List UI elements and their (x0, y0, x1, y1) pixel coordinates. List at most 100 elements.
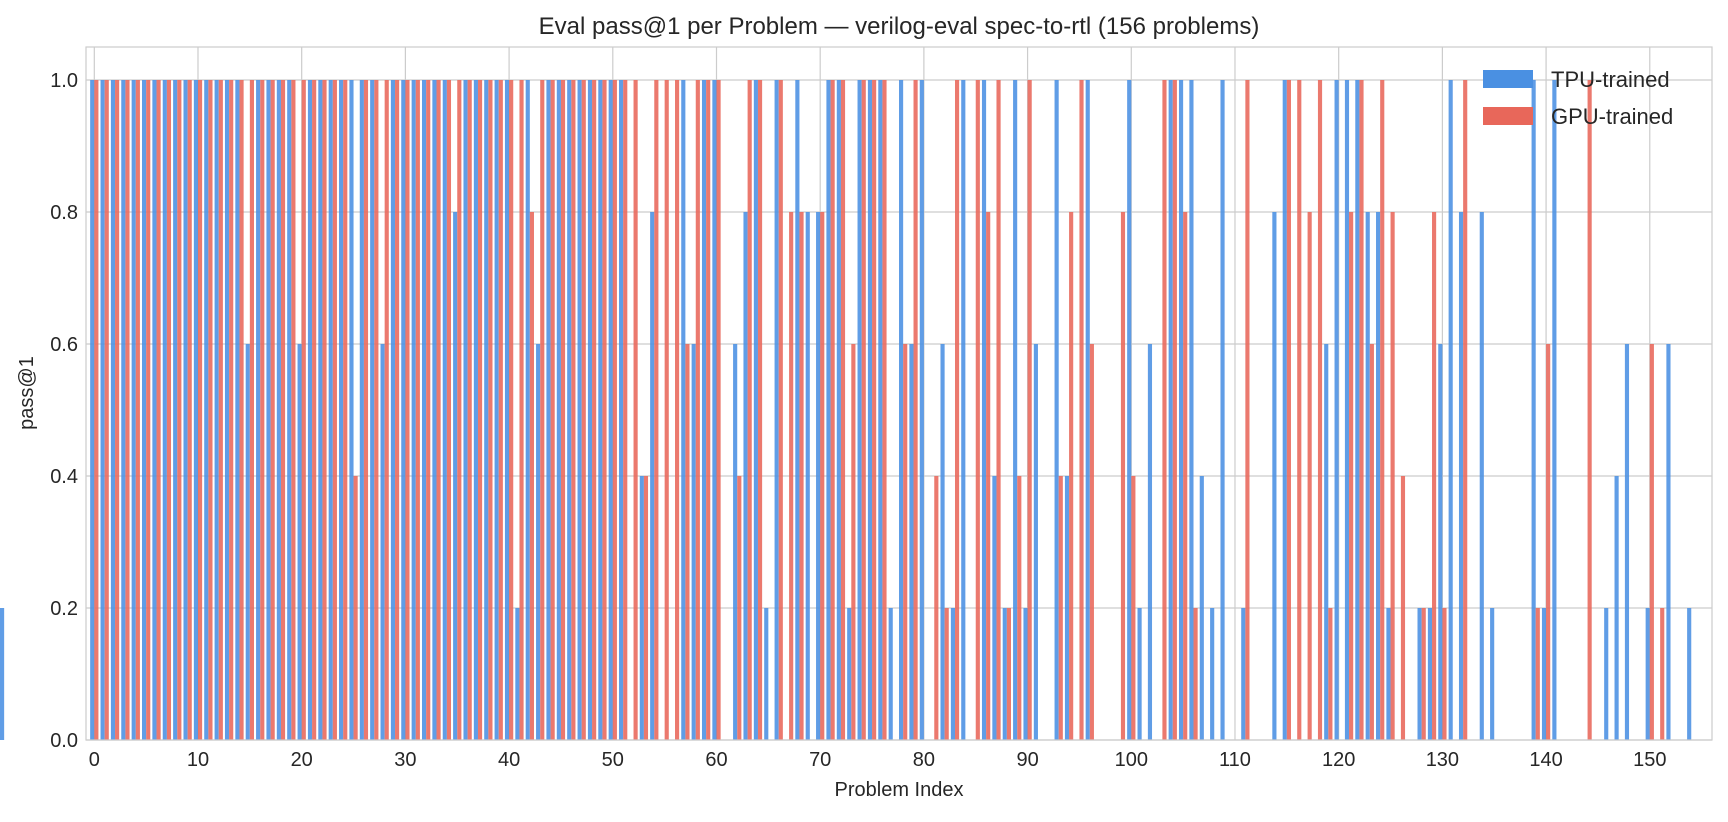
bar-gpu-5 (146, 80, 151, 740)
bar-gpu-26 (363, 80, 369, 740)
bar-tpu-71 (826, 80, 831, 740)
bar-tpu-104 (1168, 80, 1173, 740)
bar-gpu-22 (322, 80, 327, 740)
bar-gpu-41 (519, 80, 524, 740)
bar-gpu-0 (94, 80, 99, 740)
bar-gpu-16 (260, 80, 265, 740)
bar-gpu-15 (249, 80, 254, 740)
bar-tpu-65 (764, 608, 769, 740)
bar-tpu-86 (981, 80, 987, 740)
legend-label-gpu: GPU-trained (1551, 104, 1673, 129)
plot-frame (85, 46, 1713, 741)
bar-tpu-22 (318, 80, 323, 740)
bar-tpu-88 (1002, 608, 1007, 740)
bar-tpu-54 (650, 212, 655, 740)
bar-gpu-51 (623, 80, 628, 740)
x-tick-label: 40 (498, 749, 520, 771)
bar-gpu-9 (187, 80, 192, 740)
bar-gpu-122 (1359, 80, 1364, 740)
bar-gpu-73 (851, 344, 856, 740)
bar-tpu-140 (1541, 608, 1547, 740)
bar-tpu-77 (888, 608, 893, 740)
bar-gpu-30 (405, 80, 410, 740)
bar-gpu-119 (1328, 608, 1333, 740)
bar-tpu-12 (214, 80, 219, 740)
x-tick-label: 60 (705, 749, 727, 771)
bar-tpu-10 (193, 80, 198, 740)
bar-tpu-154 (1687, 608, 1692, 740)
y-tick-label: 0.8 (50, 202, 78, 224)
bar-tpu-38 (484, 80, 489, 740)
bar-tpu-4 (131, 80, 136, 740)
bar-gpu-34 (446, 80, 452, 740)
bar-tpu-159 (0, 608, 5, 740)
bar-gpu-93 (1058, 476, 1063, 740)
bar-gpu-52 (633, 80, 638, 740)
bar-gpu-86 (986, 212, 991, 740)
bar-tpu-119 (1324, 344, 1329, 740)
bar-tpu-39 (494, 80, 499, 740)
bar-tpu-148 (1624, 344, 1630, 740)
bar-tpu-105 (1178, 80, 1184, 740)
bar-gpu-103 (1162, 80, 1167, 740)
bar-tpu-24 (339, 80, 344, 740)
bar-tpu-17 (266, 80, 271, 740)
x-tick-label: 10 (187, 749, 209, 771)
bar-gpu-23 (332, 80, 337, 740)
bar-tpu-3 (121, 80, 126, 740)
bar-tpu-9 (183, 80, 188, 740)
x-tick-labels: 0 10 20 30 40 50 60 70 80 90 100 110 120 130 140 150 (89, 749, 1667, 771)
bar-gpu-42 (529, 212, 534, 740)
bar-gpu-8 (177, 80, 182, 740)
x-tick-label: 0 (89, 749, 100, 771)
y-tick-label: 0.6 (50, 334, 78, 356)
bar-tpu-5 (141, 80, 147, 740)
bar-gpu-88 (1006, 608, 1011, 740)
bar-tpu-33 (432, 80, 437, 740)
bar-gpu-118 (1317, 80, 1323, 740)
bar-tpu-31 (411, 80, 416, 740)
bar-tpu-48 (587, 80, 593, 740)
bar-tpu-43 (536, 344, 541, 740)
bar-tpu-20 (297, 344, 302, 740)
bar-gpu-24 (343, 80, 348, 740)
bar-tpu-70 (816, 212, 821, 740)
bar-tpu-89 (1013, 80, 1018, 740)
bar-gpu-67 (789, 212, 794, 740)
bar-gpu-82 (944, 608, 949, 740)
bar-tpu-49 (598, 80, 603, 740)
bar-tpu-50 (608, 80, 613, 740)
bar-tpu-62 (733, 344, 738, 740)
bar-gpu-17 (270, 80, 275, 740)
bar-gpu-1 (104, 80, 109, 740)
bar-tpu-130 (1438, 344, 1443, 740)
bar-gpu-71 (830, 80, 835, 740)
bar-tpu-132 (1458, 212, 1464, 740)
bar-gpu-139 (1535, 608, 1540, 740)
bar-tpu-125 (1386, 608, 1391, 740)
bar-gpu-72 (840, 80, 846, 740)
bar-gpu-37 (477, 80, 483, 740)
bar-gpu-32 (426, 80, 431, 740)
bar-gpu-11 (208, 80, 213, 740)
bar-gpu-62 (737, 476, 742, 740)
legend-swatch-gpu (1483, 107, 1533, 125)
bar-gpu-43 (540, 80, 545, 740)
bar-tpu-64 (753, 80, 758, 740)
bar-gpu-121 (1349, 212, 1354, 740)
bar-tpu-32 (421, 80, 427, 740)
bar-tpu-123 (1365, 212, 1370, 740)
bar-gpu-3 (125, 80, 130, 740)
bar-gpu-78 (903, 344, 908, 740)
bar-gpu-13 (229, 80, 234, 740)
bar-gpu-100 (1131, 476, 1136, 740)
bar-gpu-38 (488, 80, 493, 740)
bar-gpu-7 (166, 80, 172, 740)
bar-gpu-87 (996, 80, 1001, 740)
x-tick-label: 150 (1633, 749, 1666, 771)
bar-tpu-28 (380, 344, 385, 740)
bar-gpu-99 (1120, 212, 1126, 740)
bar-tpu-106 (1189, 80, 1194, 740)
